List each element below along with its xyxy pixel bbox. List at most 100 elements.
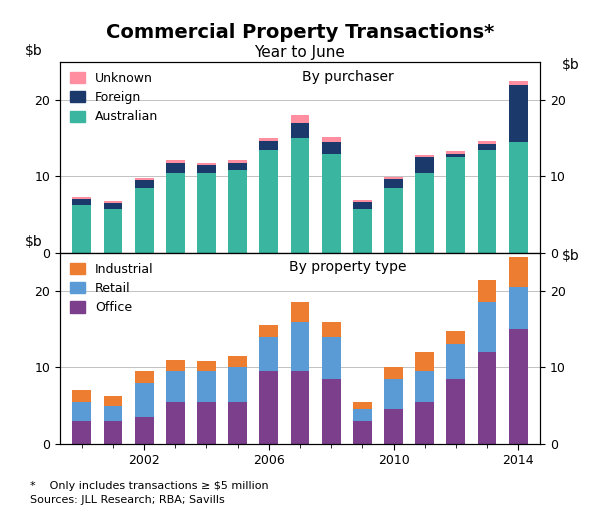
Bar (259, 140, 278, 150)
Bar (384, 367, 403, 379)
Bar (166, 360, 185, 371)
Bar (135, 417, 154, 444)
Bar (259, 326, 278, 337)
Bar (478, 143, 496, 150)
Bar (509, 85, 527, 142)
Bar (166, 371, 185, 402)
Bar (259, 371, 278, 444)
Bar (322, 137, 341, 142)
Bar (322, 142, 341, 154)
Bar (353, 202, 371, 208)
Bar (415, 402, 434, 444)
Bar (259, 337, 278, 371)
Text: By property type: By property type (289, 261, 407, 275)
Bar (353, 421, 371, 444)
Bar (290, 138, 310, 253)
Bar (415, 157, 434, 173)
Bar (384, 179, 403, 188)
Text: Sources: JLL Research; RBA; Savills: Sources: JLL Research; RBA; Savills (30, 495, 225, 505)
Bar (166, 160, 185, 164)
Bar (290, 123, 310, 138)
Bar (135, 188, 154, 253)
Bar (166, 402, 185, 444)
Bar (415, 155, 434, 157)
Bar (384, 188, 403, 253)
Bar (229, 170, 247, 253)
Bar (353, 409, 371, 421)
Bar (197, 371, 216, 402)
Bar (415, 371, 434, 402)
Bar (229, 367, 247, 402)
Bar (104, 208, 122, 253)
Bar (478, 150, 496, 253)
Bar (73, 199, 91, 205)
Bar (322, 321, 341, 337)
Bar (509, 256, 527, 287)
Bar (384, 379, 403, 409)
Bar (104, 201, 122, 203)
Bar (166, 164, 185, 173)
Bar (446, 331, 465, 345)
Text: *    Only includes transactions ≥ $5 million: * Only includes transactions ≥ $5 millio… (30, 481, 269, 491)
Bar (73, 197, 91, 199)
Bar (353, 200, 371, 202)
Bar (229, 163, 247, 170)
Bar (197, 165, 216, 173)
Bar (135, 180, 154, 188)
Bar (509, 81, 527, 85)
Y-axis label: $b: $b (25, 235, 43, 249)
Bar (135, 383, 154, 417)
Y-axis label: $b: $b (25, 44, 43, 58)
Bar (322, 379, 341, 444)
Bar (446, 151, 465, 154)
Bar (478, 352, 496, 444)
Bar (446, 345, 465, 379)
Y-axis label: $b: $b (562, 249, 580, 263)
Bar (415, 173, 434, 253)
Bar (478, 280, 496, 302)
Bar (73, 402, 91, 421)
Bar (259, 150, 278, 253)
Bar (73, 421, 91, 444)
Bar (135, 178, 154, 180)
Text: Year to June: Year to June (254, 45, 346, 60)
Bar (478, 302, 496, 352)
Bar (446, 154, 465, 157)
Bar (197, 163, 216, 165)
Bar (197, 361, 216, 371)
Bar (197, 173, 216, 253)
Bar (290, 302, 310, 321)
Bar (290, 116, 310, 123)
Text: Commercial Property Transactions*: Commercial Property Transactions* (106, 23, 494, 42)
Text: By purchaser: By purchaser (302, 70, 394, 84)
Bar (259, 138, 278, 140)
Bar (353, 208, 371, 253)
Bar (104, 421, 122, 444)
Bar (290, 371, 310, 444)
Bar (197, 402, 216, 444)
Bar (384, 177, 403, 179)
Bar (73, 390, 91, 402)
Bar (229, 160, 247, 163)
Bar (478, 141, 496, 143)
Bar (73, 205, 91, 253)
Bar (229, 402, 247, 444)
Bar (290, 321, 310, 371)
Bar (135, 371, 154, 383)
Bar (415, 352, 434, 371)
Bar (446, 157, 465, 253)
Bar (384, 409, 403, 444)
Bar (322, 337, 341, 379)
Bar (322, 154, 341, 253)
Bar (229, 356, 247, 367)
Bar (509, 329, 527, 444)
Bar (104, 203, 122, 208)
Bar (104, 406, 122, 421)
Y-axis label: $b: $b (562, 58, 580, 72)
Bar (509, 287, 527, 329)
Legend: Industrial, Retail, Office: Industrial, Retail, Office (66, 259, 157, 318)
Legend: Unknown, Foreign, Australian: Unknown, Foreign, Australian (66, 68, 162, 127)
Bar (509, 142, 527, 253)
Bar (104, 396, 122, 406)
Bar (446, 379, 465, 444)
